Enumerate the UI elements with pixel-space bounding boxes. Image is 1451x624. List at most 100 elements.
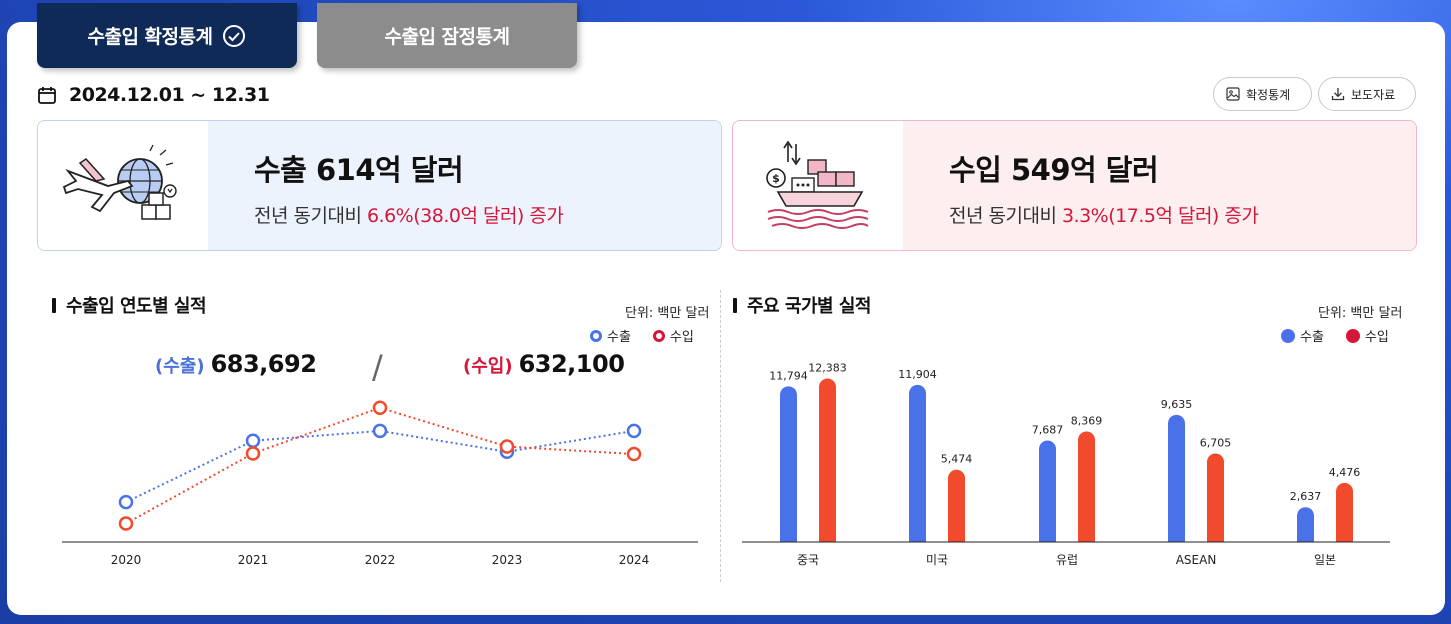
import-change-prefix: 전년 동기대비 (949, 205, 1062, 227)
export-bar-중국[interactable] (780, 386, 797, 542)
import-bar-미국[interactable] (948, 469, 965, 542)
import-bar-ASEAN[interactable] (1207, 453, 1224, 542)
calendar-icon (38, 87, 56, 104)
export-info: 수출 614억 달러 전년 동기대비 6.6%(38.0억 달러) 증가 (208, 121, 721, 250)
total-export-label: (수출) (155, 356, 205, 377)
download-icon (1331, 88, 1345, 101)
country-title-text: 주요 국가별 실적 (747, 296, 871, 317)
import-bar-중국[interactable] (819, 378, 836, 542)
import-dot-marker (1345, 328, 1360, 343)
export-ring-marker (590, 329, 602, 342)
export-illustration (38, 121, 208, 250)
x-tick-label: 중국 (797, 553, 819, 567)
title-bar (733, 297, 737, 313)
export-bar-유럽[interactable] (1039, 440, 1056, 542)
export-point-2022[interactable] (372, 423, 388, 439)
bar-value-label: 7,687 (1032, 424, 1064, 437)
import-point-2021[interactable] (245, 446, 261, 461)
import-bar-유럽[interactable] (1078, 431, 1095, 542)
svg-text:$: $ (772, 172, 780, 185)
import-illustration: $ (733, 121, 903, 250)
bar-value-label: 11,904 (898, 368, 937, 381)
bar-value-label: 5,474 (941, 453, 973, 466)
export-bar-ASEAN[interactable] (1168, 414, 1185, 542)
export-change-value: 6.6%(38.0억 달러) 증가 (366, 205, 564, 227)
legend-export-label: 수출 (607, 330, 631, 345)
x-tick-label: ASEAN (1176, 553, 1217, 567)
import-series-line (125, 406, 635, 525)
x-tick-label: 일본 (1314, 553, 1336, 567)
import-summary-card: $ 수입 549억 달러 전년 동기대비 3.3%(17.5억 달러) 증가 (732, 120, 1417, 251)
import-total: 수입 549억 달러 (949, 153, 1159, 187)
section-divider (720, 290, 721, 582)
yearly-line-chart: 2020 2021 2022 2023 2024 (62, 400, 698, 567)
tab-provisional-label: 수출입 잠정통계 (384, 26, 510, 48)
bar-value-label: 2,637 (1290, 490, 1322, 503)
country-legend-export-label: 수출 (1300, 330, 1324, 345)
import-point-2020[interactable] (118, 516, 134, 531)
period-text: 2024.12.01 ~ 12.31 (69, 84, 270, 106)
export-point-2020[interactable] (118, 494, 134, 510)
tab-confirmed-stats[interactable]: 수출입 확정통계 (37, 3, 297, 68)
yearly-import-total: (수입) 632,100 (463, 350, 625, 378)
fixed-stats-button[interactable]: 확정통계 (1213, 77, 1312, 111)
yearly-totals: (수출) 683,692 (155, 350, 317, 378)
import-change: 전년 동기대비 3.3%(17.5억 달러) 증가 (949, 201, 1416, 228)
import-change-value: 3.3%(17.5억 달러) 증가 (1061, 205, 1259, 227)
import-point-2024[interactable] (626, 446, 642, 462)
legend-import: 수입 (652, 326, 694, 345)
legend-import-label: 수입 (669, 330, 694, 345)
bar-value-label: 4,476 (1329, 466, 1361, 479)
export-point-2024[interactable] (626, 423, 642, 439)
x-tick-label: 2022 (365, 553, 396, 567)
tab-confirmed-label: 수출입 확정통계 (87, 26, 213, 48)
total-import-value: 632,100 (518, 350, 625, 378)
country-bar-chart: 11,794 11,904 7,687 9,635 2,637 12,383 5,474 8,… (742, 362, 1390, 567)
export-summary-card: 수출 614억 달러 전년 동기대비 6.6%(38.0억 달러) 증가 (37, 120, 722, 251)
country-legend-import-label: 수입 (1364, 330, 1389, 345)
x-tick-label: 2020 (111, 553, 142, 567)
tab-provisional-stats[interactable]: 수출입 잠정통계 (317, 3, 577, 68)
total-export-value: 683,692 (210, 350, 317, 378)
export-point-2021[interactable] (245, 433, 261, 448)
country-unit: 단위: 백만 달러 (1318, 306, 1403, 321)
bar-value-label: 12,383 (808, 362, 847, 375)
bar-value-label: 6,705 (1200, 436, 1232, 449)
legend-import: 수입 (1345, 326, 1389, 345)
press-release-label: 보도자료 (1351, 87, 1396, 102)
fixed-stats-label: 확정통계 (1246, 87, 1291, 102)
country-legend: 수출 수입 (1281, 326, 1389, 345)
export-change: 전년 동기대비 6.6%(38.0억 달러) 증가 (254, 201, 721, 228)
export-total: 수출 614억 달러 (254, 153, 464, 187)
x-tick-label: 미국 (926, 553, 948, 567)
title-bar (52, 297, 56, 313)
bar-value-label: 11,794 (769, 369, 808, 382)
yearly-unit: 단위: 백만 달러 (625, 306, 710, 321)
x-tick-label: 2023 (492, 553, 523, 567)
legend-export: 수출 (590, 326, 631, 345)
import-point-2022[interactable] (372, 400, 388, 416)
import-point-2023[interactable] (499, 439, 515, 454)
export-dot-marker (1281, 328, 1295, 343)
x-tick-label: 유럽 (1056, 553, 1078, 567)
totals-separator: / (372, 348, 383, 386)
export-bar-일본[interactable] (1297, 507, 1314, 542)
image-icon (1226, 87, 1240, 101)
yearly-title-text: 수출입 연도별 실적 (66, 296, 207, 317)
press-release-button[interactable]: 보도자료 (1318, 77, 1416, 111)
x-tick-label: 2021 (238, 553, 269, 567)
yearly-section-title: 수출입 연도별 실적 (52, 292, 207, 318)
cargo-ship-icon: $ (766, 140, 869, 229)
period-row: 2024.12.01 ~ 12.31 (37, 84, 270, 106)
export-series-line (125, 429, 635, 503)
import-ring-marker (652, 329, 665, 342)
import-bar-일본[interactable] (1336, 482, 1353, 542)
airplane-globe-icon (62, 144, 177, 220)
yearly-legend: 수출 수입 (590, 326, 694, 345)
country-section-title: 주요 국가별 실적 (733, 292, 871, 318)
export-change-prefix: 전년 동기대비 (254, 205, 367, 227)
bar-value-label: 8,369 (1071, 415, 1103, 428)
total-import-label: (수입) (463, 356, 513, 377)
import-info: 수입 549억 달러 전년 동기대비 3.3%(17.5억 달러) 증가 (903, 121, 1416, 250)
export-bar-미국[interactable] (909, 384, 926, 542)
